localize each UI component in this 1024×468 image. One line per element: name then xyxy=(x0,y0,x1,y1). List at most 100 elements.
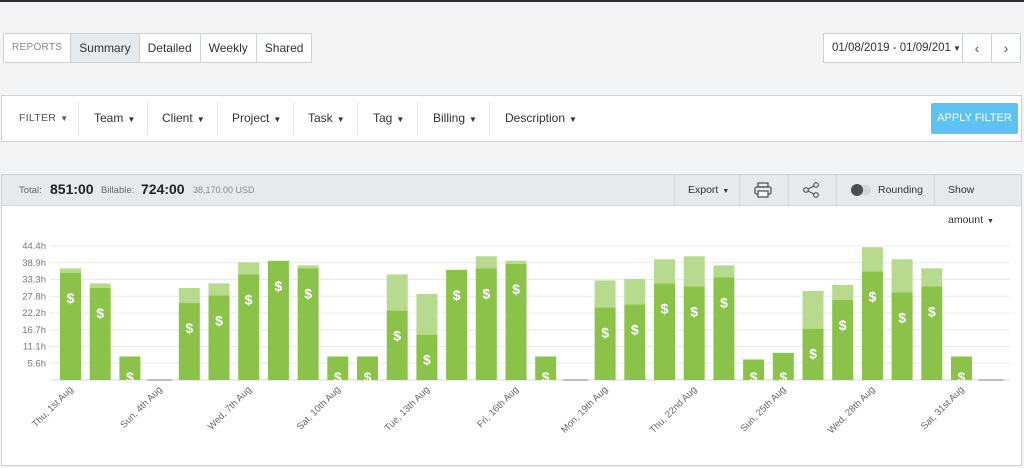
filter-bar: FILTER ▼ Team ▼ Client ▼ Project ▼ Task ▼ Tag… xyxy=(1,95,1022,142)
x-tick-label: Fri, 16th Aug xyxy=(475,384,521,430)
divider xyxy=(217,102,218,135)
divider xyxy=(489,102,490,135)
caret-down-icon: ▼ xyxy=(336,115,345,124)
caret-down-icon: ▼ xyxy=(952,44,961,53)
non-billable-bar xyxy=(832,284,854,301)
date-range-select[interactable]: 01/08/2019 - 01/09/201 ▼ xyxy=(823,33,963,63)
non-billable-bar xyxy=(683,256,705,287)
dollar-icon: $ xyxy=(809,346,817,362)
billable-bar xyxy=(446,269,468,380)
date-range-picker: 01/08/2019 - 01/09/201 ▼ ‹ › xyxy=(823,33,1021,63)
divider xyxy=(417,102,418,135)
x-tick-label: Thu, 1st Aug xyxy=(30,384,75,429)
dollar-icon: $ xyxy=(542,369,550,385)
billable-bar xyxy=(951,356,972,380)
dollar-icon: $ xyxy=(96,305,104,321)
divider xyxy=(78,102,79,135)
export-label: Export xyxy=(688,184,719,196)
non-billable-bar xyxy=(416,293,438,335)
dollar-icon: $ xyxy=(364,369,372,385)
export-button[interactable]: Export ▼ xyxy=(688,175,729,205)
billable-bar xyxy=(505,263,527,380)
dollar-icon: $ xyxy=(661,300,669,316)
divider xyxy=(147,102,148,135)
filter-menu[interactable]: FILTER ▼ xyxy=(19,96,68,141)
billable-bar xyxy=(119,356,141,380)
tab-summary[interactable]: Summary xyxy=(70,33,140,63)
dollar-icon: $ xyxy=(958,369,966,385)
divider xyxy=(739,175,740,205)
filter-team[interactable]: Team ▼ xyxy=(94,96,135,141)
dollar-icon: $ xyxy=(453,287,461,303)
chevron-left-icon[interactable]: ‹ xyxy=(962,33,992,63)
dollar-icon: $ xyxy=(304,285,312,301)
share-icon-graphic xyxy=(803,182,819,198)
tab-weekly[interactable]: Weekly xyxy=(199,33,257,63)
x-tick-label: Sun, 4th Aug xyxy=(118,384,164,430)
rounding-toggle[interactable] xyxy=(851,184,871,196)
billable-bar xyxy=(861,271,883,380)
non-billable-bar xyxy=(238,262,260,275)
dollar-icon: $ xyxy=(334,369,342,385)
billable-bar xyxy=(327,356,349,380)
non-billable-bar xyxy=(178,287,200,304)
filter-billing[interactable]: Billing ▼ xyxy=(433,96,477,141)
empty-bar xyxy=(147,379,173,381)
filter-tag[interactable]: Tag ▼ xyxy=(373,96,404,141)
billable-bar xyxy=(416,334,438,380)
dollar-icon: $ xyxy=(869,288,877,304)
dollar-icon: $ xyxy=(928,303,936,319)
non-billable-bar xyxy=(386,274,408,311)
dollar-icon: $ xyxy=(750,369,758,385)
filter-project-label: Project xyxy=(232,111,270,125)
billable-bar xyxy=(475,268,497,380)
total-label: Total: xyxy=(19,185,42,196)
filter-project[interactable]: Project ▼ xyxy=(232,96,281,141)
rounding-label: Rounding xyxy=(878,184,923,196)
billable-bar xyxy=(921,286,943,380)
x-tick-label: Thu, 22nd Aug xyxy=(648,384,699,435)
tab-detailed[interactable]: Detailed xyxy=(138,33,201,63)
y-tick-label: 33.3h xyxy=(22,275,46,286)
tab-shared[interactable]: Shared xyxy=(255,33,313,63)
apply-filter-button[interactable]: APPLY FILTER xyxy=(931,103,1018,134)
x-tick-label: Sun, 25th Aug xyxy=(738,384,788,434)
filter-tag-label: Tag xyxy=(373,111,393,125)
show-amount-dropdown[interactable]: Show amount ▼ xyxy=(948,175,1021,226)
non-billable-bar xyxy=(594,280,616,308)
print-icon[interactable] xyxy=(754,182,772,198)
x-tick-label: Wed, 28th Aug xyxy=(826,384,878,436)
dollar-icon: $ xyxy=(898,309,906,325)
billable-bar xyxy=(743,359,765,380)
billable-bar xyxy=(297,268,319,380)
billable-bar xyxy=(267,260,289,380)
non-billable-bar xyxy=(475,256,497,269)
dollar-icon: $ xyxy=(720,294,728,310)
y-tick-label: 16.7h xyxy=(22,325,46,336)
filter-task[interactable]: Task ▼ xyxy=(308,96,345,141)
reports-label: REPORTS xyxy=(3,33,72,63)
show-amount-label: Show amount xyxy=(948,184,984,226)
dollar-icon: $ xyxy=(393,328,401,344)
y-tick-label: 5.6h xyxy=(28,358,47,369)
dollar-icon: $ xyxy=(631,322,639,338)
non-billable-bar xyxy=(713,265,735,278)
filter-description[interactable]: Description ▼ xyxy=(505,96,577,141)
filter-billing-label: Billing xyxy=(433,111,466,125)
x-tick-label: Mon, 19th Aug xyxy=(559,384,610,435)
billable-bar xyxy=(208,295,230,380)
non-billable-bar xyxy=(208,283,230,296)
divider xyxy=(788,175,789,205)
caret-down-icon: ▼ xyxy=(396,115,405,124)
toggle-knob xyxy=(851,184,863,196)
dollar-icon: $ xyxy=(512,281,520,297)
x-tick-label: Sat, 31st Aug xyxy=(919,384,967,432)
billable-bar xyxy=(654,283,675,380)
filter-client[interactable]: Client ▼ xyxy=(162,96,205,141)
chevron-right-icon[interactable]: › xyxy=(991,33,1021,63)
billable-bar xyxy=(594,307,616,380)
share-icon[interactable] xyxy=(802,182,820,198)
billable-bar xyxy=(832,300,854,380)
caret-down-icon: ▼ xyxy=(569,115,577,124)
divider xyxy=(293,102,294,135)
